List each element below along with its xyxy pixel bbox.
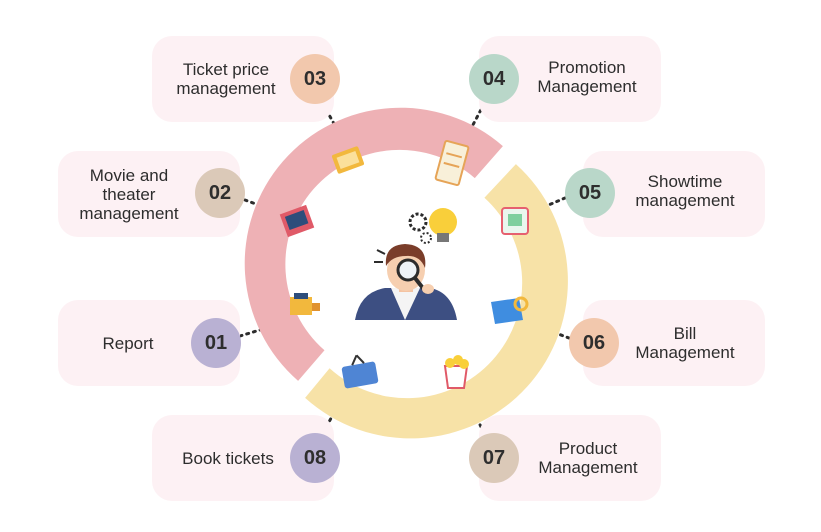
popcorn-icon (443, 355, 469, 389)
ring-pink-half (244, 107, 503, 381)
label-promotion-management: Promotion Management (537, 58, 637, 96)
ring-yellow-half (305, 164, 568, 439)
calendar-icon (501, 207, 529, 235)
sale-tag-icon (341, 354, 379, 389)
ticket-stub-icon (331, 146, 365, 174)
badge-01: 01 (191, 318, 241, 368)
receipt-icon (491, 296, 529, 324)
label-bill-management: Bill Management (635, 324, 735, 362)
badge-05: 05 (565, 168, 615, 218)
label-report: Report (102, 333, 154, 353)
label-ticket-price-management: Ticket price management (176, 60, 276, 98)
person-magnifier-icon (355, 208, 457, 320)
badge-02: 02 (195, 168, 245, 218)
label-movie-theater-management: Movie and theater management (79, 165, 179, 223)
badge-06: 06 (569, 318, 619, 368)
badge-08: 08 (290, 433, 340, 483)
label-book-tickets: Book tickets (182, 448, 274, 468)
connector-05 (528, 196, 567, 215)
ticket-strip-icon (434, 140, 470, 186)
cinema-screen-icon (279, 204, 315, 238)
badge-07: 07 (469, 433, 519, 483)
film-camera-icon (290, 293, 320, 315)
label-product-management: Product Management (538, 439, 638, 477)
badge-03: 03 (290, 54, 340, 104)
badge-04: 04 (469, 54, 519, 104)
label-showtime-management: Showtime management (635, 172, 735, 210)
